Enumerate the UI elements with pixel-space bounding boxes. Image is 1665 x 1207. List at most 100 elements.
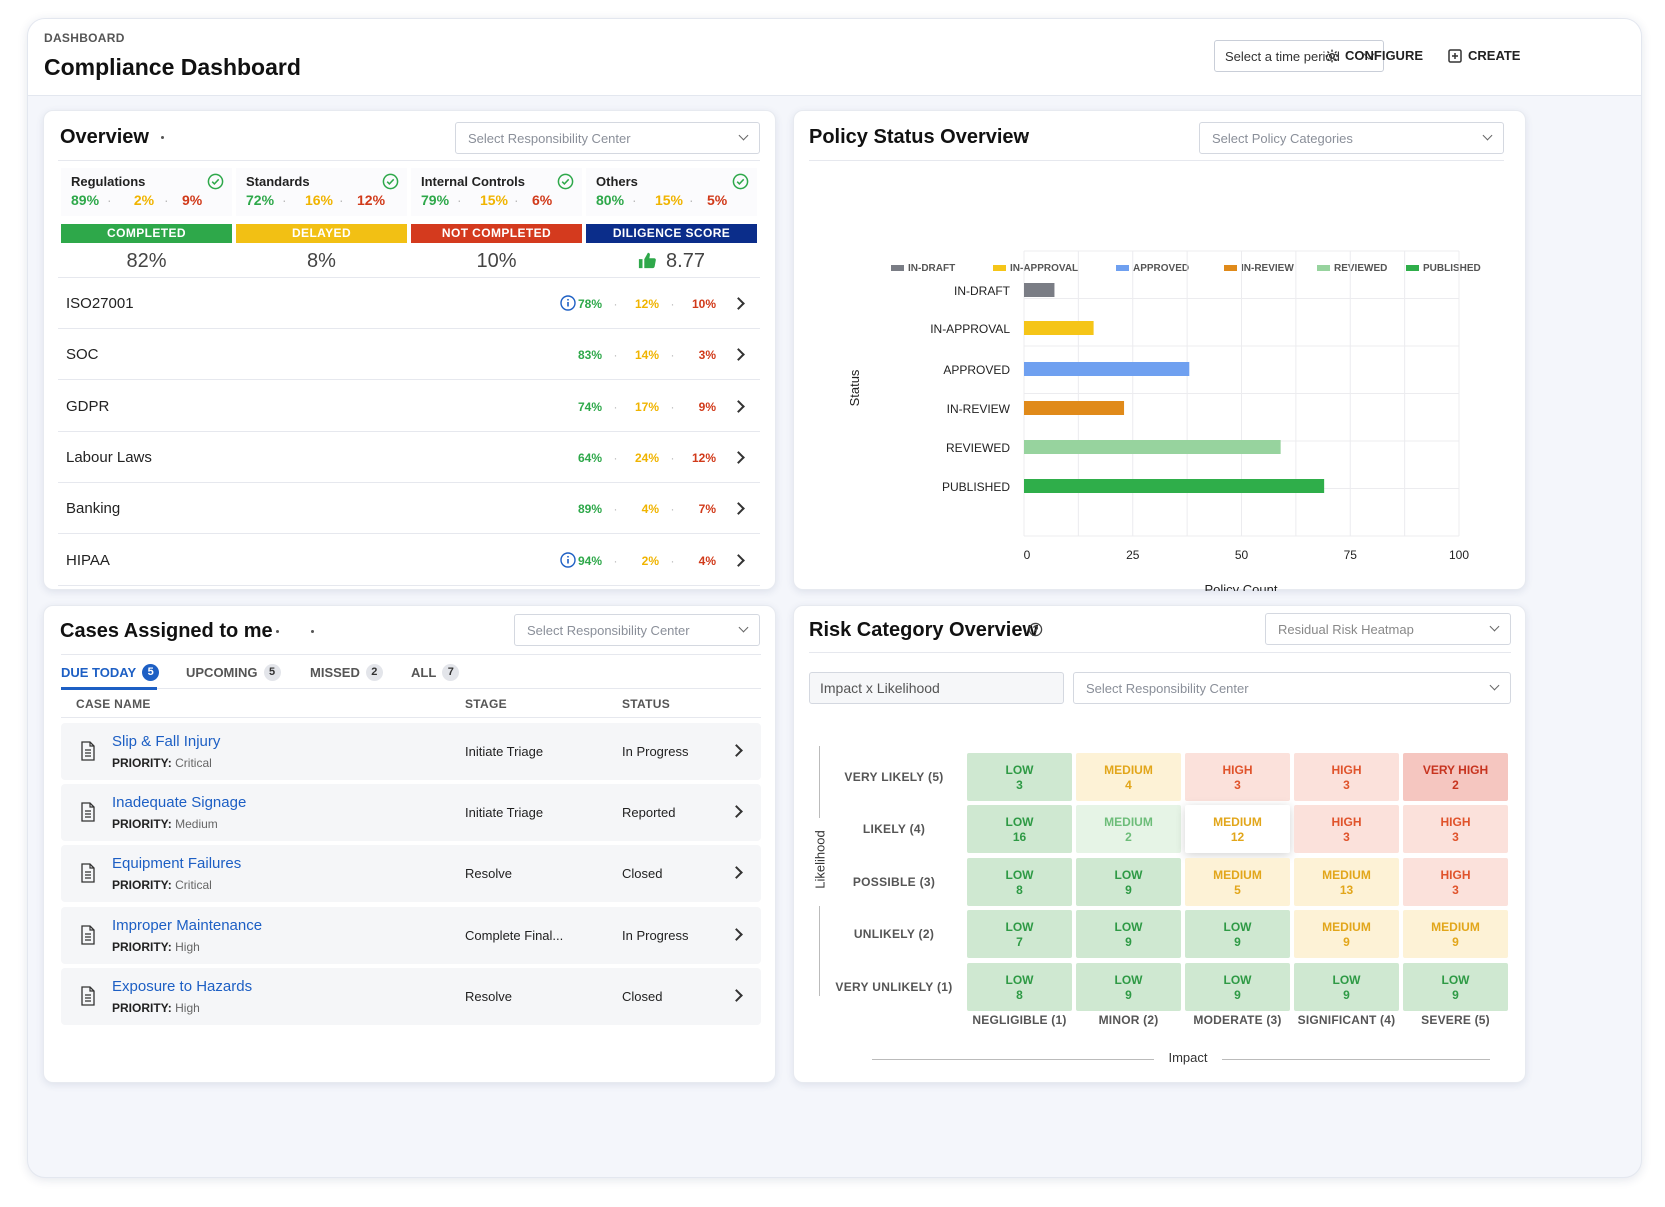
heatmap-cell[interactable]: MEDIUM 5 bbox=[1185, 858, 1290, 906]
heatmap-cell[interactable]: VERY HIGH 2 bbox=[1403, 753, 1508, 801]
tab-due-today[interactable]: DUE TODAY 5 bbox=[61, 664, 160, 681]
regulation-row[interactable]: HIPAA 94% · 2% · 4% bbox=[58, 535, 760, 586]
chevron-right-icon[interactable] bbox=[732, 399, 745, 413]
heatmap-cell[interactable]: LOW 8 bbox=[967, 858, 1072, 906]
case-row[interactable]: Improper Maintenance PRIORITY: High Comple… bbox=[61, 906, 761, 964]
cases-responsibility-select[interactable]: Select Responsibility Center bbox=[514, 614, 760, 646]
tab-missed[interactable]: MISSED 2 bbox=[310, 664, 383, 681]
chevron-right-icon[interactable] bbox=[732, 348, 745, 362]
heatmap-cell[interactable]: HIGH 3 bbox=[1294, 753, 1399, 801]
tab-upcoming[interactable]: UPCOMING 5 bbox=[186, 664, 281, 681]
heatmap-cell[interactable]: LOW 9 bbox=[1185, 910, 1290, 958]
heatmap-cell[interactable]: MEDIUM 13 bbox=[1294, 858, 1399, 906]
heatmap-cell[interactable]: HIGH 3 bbox=[1294, 805, 1399, 853]
create-button[interactable]: CREATE bbox=[1448, 48, 1520, 63]
stat-tile[interactable]: Internal Controls 79% · 15% · 6% bbox=[411, 168, 582, 216]
bar-published[interactable] bbox=[1024, 479, 1325, 493]
priority-label: PRIORITY: bbox=[112, 878, 172, 893]
chevron-right-icon[interactable] bbox=[730, 866, 743, 880]
case-name-link[interactable]: Slip & Fall Injury bbox=[112, 733, 221, 750]
heatmap-cell[interactable]: LOW 3 bbox=[967, 753, 1072, 801]
legend-value-text: 82% bbox=[126, 250, 167, 272]
breadcrumb[interactable]: DASHBOARD bbox=[44, 31, 125, 45]
cell-level: LOW bbox=[1114, 920, 1143, 934]
info-icon[interactable] bbox=[560, 551, 576, 568]
category-label: IN-REVIEW bbox=[947, 402, 1011, 416]
heatmap-cell[interactable]: LOW 9 bbox=[1185, 963, 1290, 1011]
heatmap-cell[interactable]: HIGH 3 bbox=[1403, 805, 1508, 853]
chevron-right-icon[interactable] bbox=[732, 297, 745, 310]
case-name-link[interactable]: Equipment Failures bbox=[112, 855, 242, 873]
regulation-row[interactable]: GDPR 74% · 17% · 9% bbox=[58, 381, 760, 432]
case-name-link[interactable]: Improper Maintenance bbox=[112, 916, 263, 934]
heatmap-cell[interactable]: MEDIUM 12 bbox=[1185, 805, 1290, 853]
stat-tile[interactable]: Others 80% · 15% · 5% bbox=[586, 168, 757, 216]
chevron-right-icon[interactable] bbox=[730, 927, 743, 941]
risk-responsibility-select[interactable]: Select Responsibility Center bbox=[1073, 672, 1511, 704]
case-priority: PRIORITY: Critical bbox=[112, 756, 212, 770]
case-row[interactable]: Exposure to Hazards PRIORITY: High Resolve… bbox=[61, 967, 761, 1025]
chevron-right-icon[interactable] bbox=[732, 502, 745, 516]
tab-count-badge: 7 bbox=[442, 664, 460, 681]
heatmap-cell[interactable]: HIGH 3 bbox=[1403, 858, 1508, 906]
not-completed-value: 3% bbox=[698, 348, 716, 363]
title-dot bbox=[1024, 136, 1027, 139]
heatmap-type-select[interactable]: Residual Risk Heatmap bbox=[1265, 613, 1511, 645]
regulation-row[interactable]: SOC 83% · 14% · 3% bbox=[58, 329, 760, 381]
case-row[interactable]: Slip & Fall Injury PRIORITY: Critical Init… bbox=[61, 723, 761, 780]
cell-level: LOW bbox=[1114, 973, 1143, 987]
x-tick-label: 25 bbox=[1126, 548, 1140, 562]
help-icon[interactable] bbox=[1028, 622, 1043, 637]
heatmap-cell[interactable]: LOW 8 bbox=[967, 963, 1072, 1011]
legend-swatch bbox=[891, 265, 904, 271]
bar-in-review[interactable] bbox=[1024, 401, 1125, 415]
heatmap-cell[interactable]: LOW 9 bbox=[1076, 963, 1181, 1011]
case-row[interactable]: Equipment Failures PRIORITY: Critical Reso… bbox=[61, 845, 761, 903]
chevron-right-icon[interactable] bbox=[732, 553, 745, 567]
bar-in-draft[interactable] bbox=[1024, 283, 1055, 297]
heatmap-cell[interactable]: MEDIUM 4 bbox=[1076, 753, 1181, 801]
overview-responsibility-select[interactable]: Select Responsibility Center bbox=[455, 122, 760, 154]
regulation-row[interactable]: Labour Laws 64% · 24% · 12% bbox=[58, 432, 760, 483]
policy-category-select[interactable]: Select Policy Categories bbox=[1199, 122, 1504, 154]
heatmap-cell[interactable]: HIGH 3 bbox=[1185, 753, 1290, 801]
heatmap-cell[interactable]: LOW 7 bbox=[967, 910, 1072, 958]
chevron-right-icon[interactable] bbox=[730, 744, 743, 757]
case-name-link[interactable]: Inadequate Signage bbox=[112, 794, 247, 812]
heatmap-cell[interactable]: MEDIUM 2 bbox=[1076, 805, 1181, 853]
heatmap-cell[interactable]: LOW 16 bbox=[967, 805, 1072, 853]
bar-in-approval[interactable] bbox=[1024, 321, 1094, 335]
info-icon[interactable] bbox=[560, 295, 576, 311]
cell-level: VERY HIGH bbox=[1422, 763, 1489, 777]
heatmap-cell[interactable]: MEDIUM 9 bbox=[1294, 910, 1399, 958]
tab-all[interactable]: ALL 7 bbox=[411, 664, 460, 681]
bar-reviewed[interactable] bbox=[1024, 440, 1281, 454]
configure-button[interactable]: CONFIGURE bbox=[1325, 48, 1423, 63]
chevron-right-icon[interactable] bbox=[732, 451, 745, 464]
regulation-row[interactable]: Banking 89% · 4% · 7% bbox=[58, 483, 760, 535]
heatmap-cell[interactable]: MEDIUM 9 bbox=[1403, 910, 1508, 958]
chevron-right-icon[interactable] bbox=[730, 805, 743, 819]
chevron-right-icon[interactable] bbox=[730, 988, 743, 1002]
stat-name: Standards bbox=[246, 174, 310, 189]
select-placeholder: Select Policy Categories bbox=[1212, 131, 1353, 146]
heatmap-cell[interactable]: LOW 9 bbox=[1294, 963, 1399, 1011]
separator-dot: · bbox=[689, 192, 694, 208]
completed-value: 80% bbox=[596, 192, 625, 208]
case-name-link[interactable]: Exposure to Hazards bbox=[112, 977, 253, 995]
heatmap-cell[interactable]: LOW 9 bbox=[1076, 910, 1181, 958]
separator-dot: · bbox=[632, 192, 637, 208]
separator-dot: · bbox=[613, 297, 618, 311]
impact-label: MODERATE (3) bbox=[1193, 1013, 1282, 1027]
heatmap-cell[interactable]: LOW 9 bbox=[1403, 963, 1508, 1011]
case-row[interactable]: Inadequate Signage PRIORITY: Medium Initia… bbox=[61, 784, 761, 842]
stat-tile[interactable]: Regulations 89% · 2% · 9% bbox=[61, 168, 232, 216]
regulation-row[interactable]: ISO27001 78% · 12% · 10% bbox=[58, 278, 760, 329]
stat-tile[interactable]: Standards 72% · 16% · 12% bbox=[236, 168, 407, 216]
regulation-values: 78% · 12% · 10% bbox=[572, 297, 716, 311]
page-header: DASHBOARD Compliance Dashboard Select a … bbox=[28, 19, 1641, 96]
heatmap-cell[interactable]: LOW 9 bbox=[1076, 858, 1181, 906]
bar-approved[interactable] bbox=[1024, 362, 1190, 376]
time-period-select[interactable]: Select a time period bbox=[1214, 40, 1384, 72]
completed-value: 83% bbox=[577, 348, 602, 363]
